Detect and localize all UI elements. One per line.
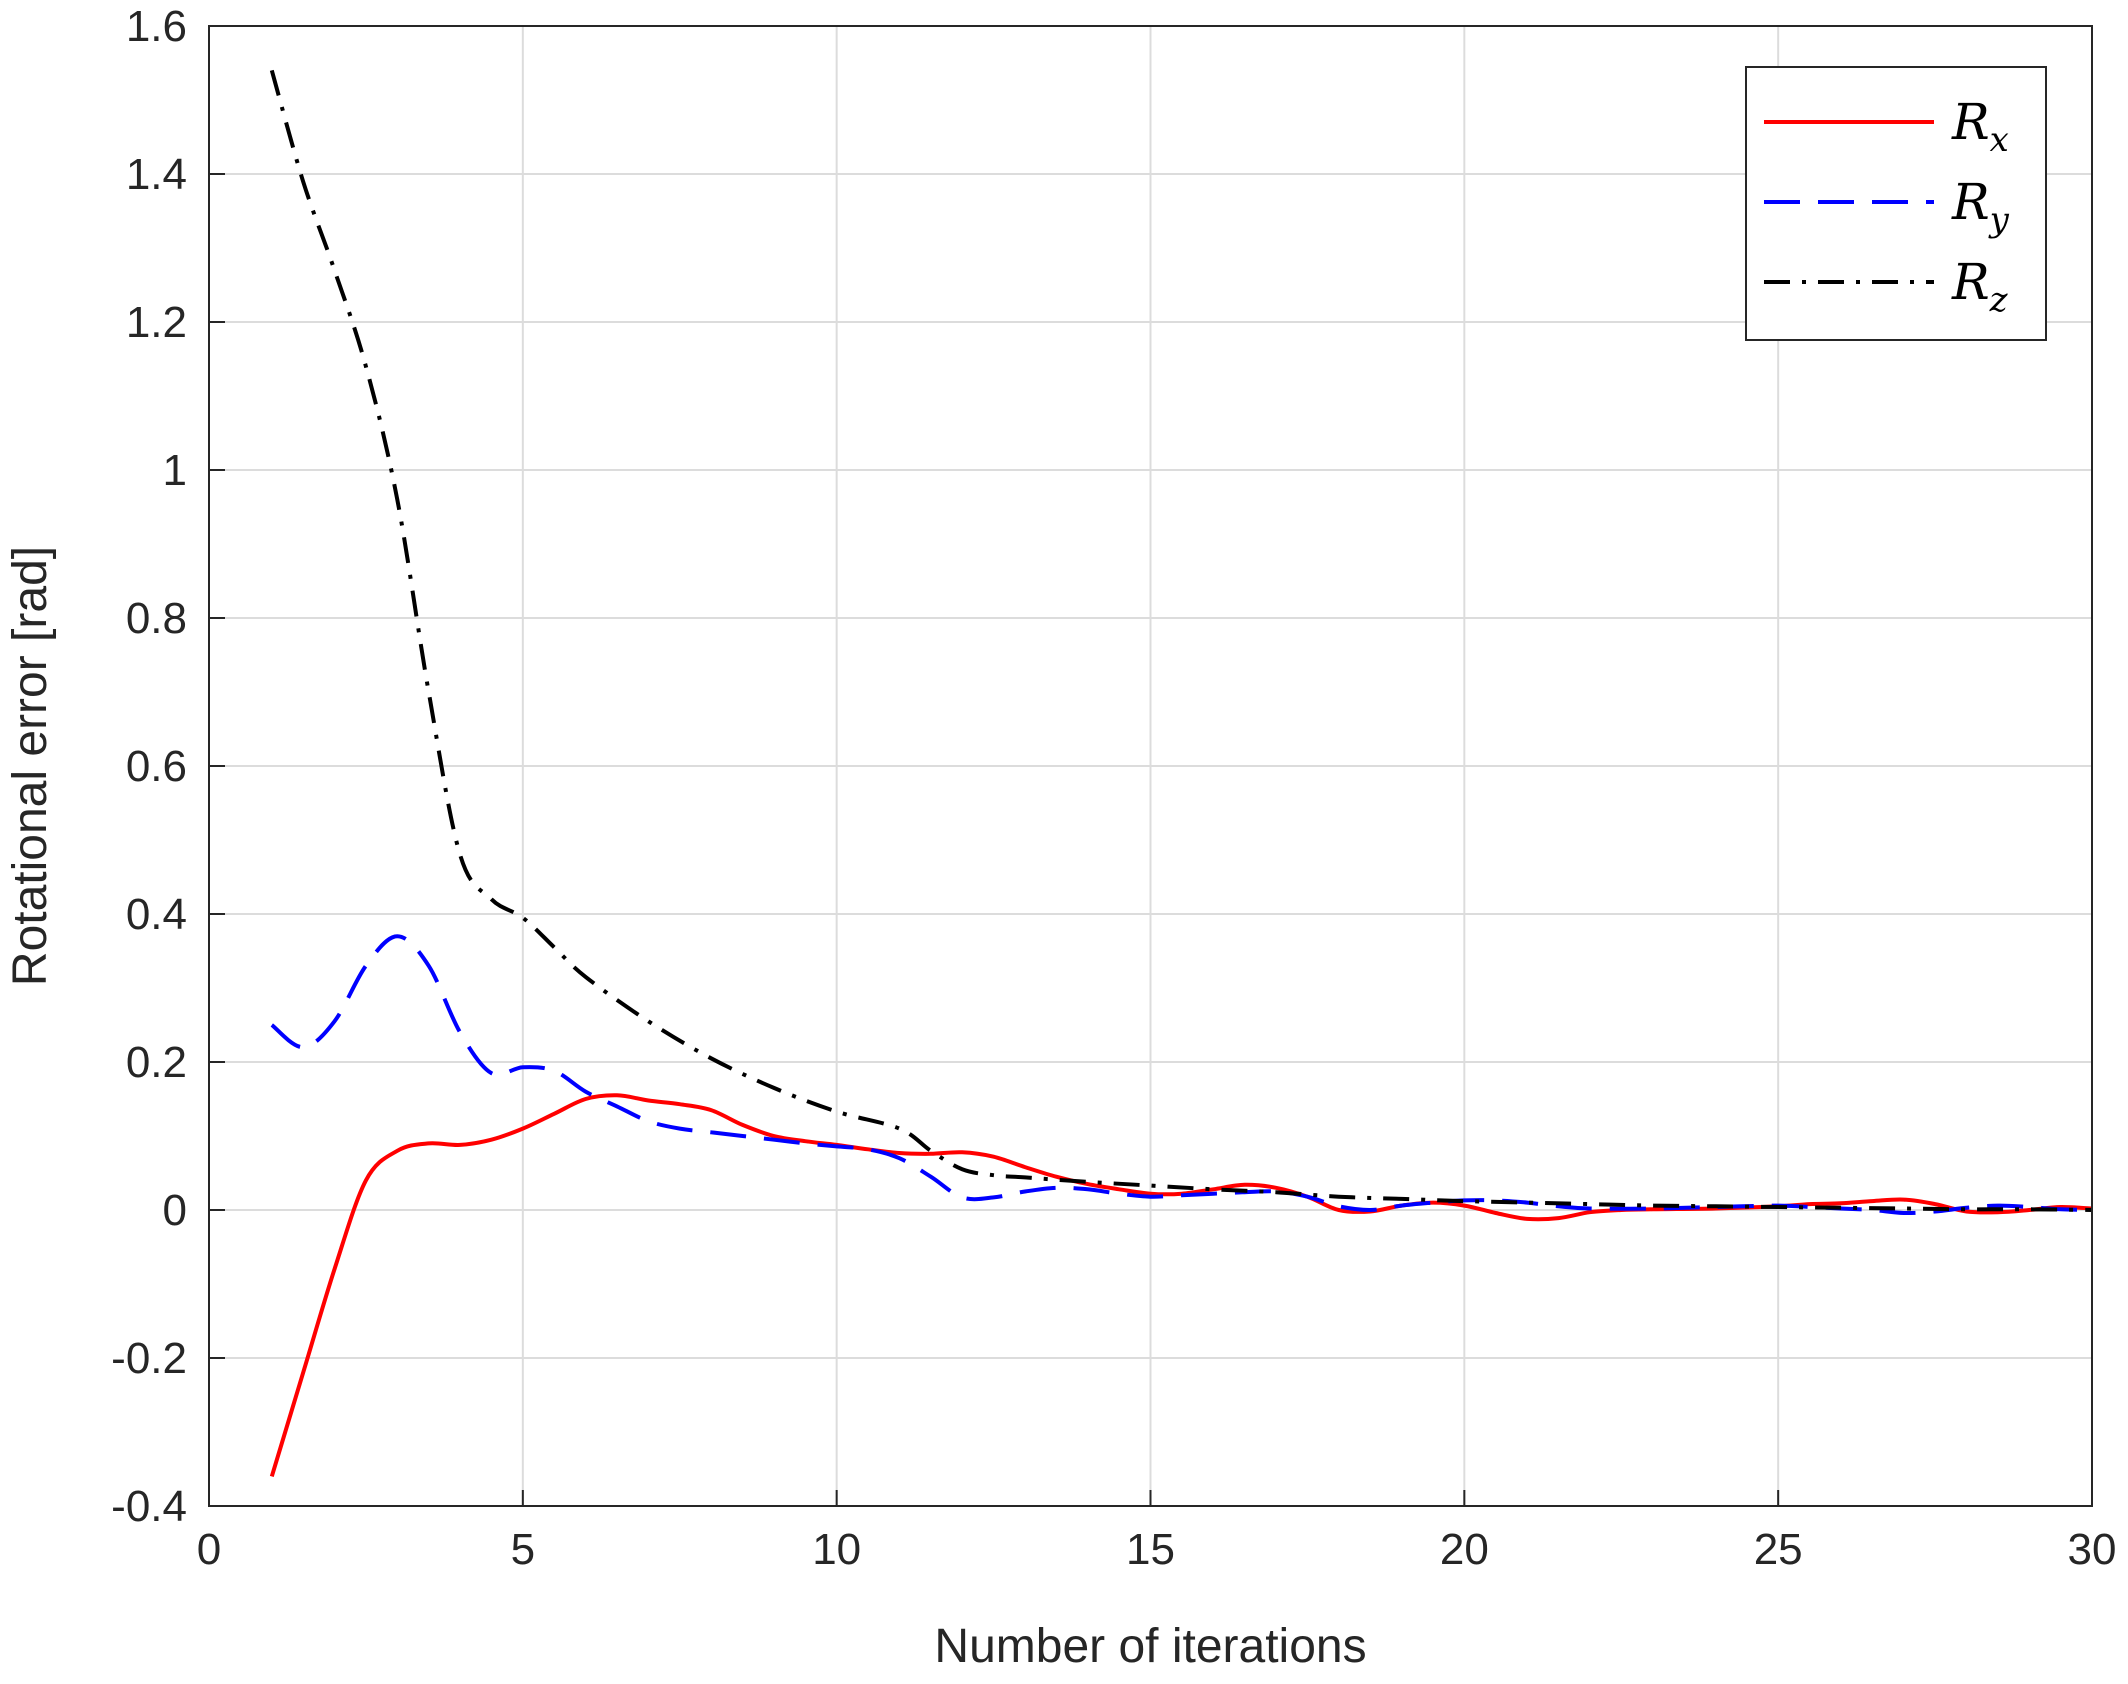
y-axis-ticks: -0.4 -0.2 0 0.2 0.4 0.6 0.8 1 1.2 1.4 1.6 (111, 2, 225, 1531)
x-tick-label: 15 (1126, 1525, 1175, 1574)
legend-label-main: R (1951, 253, 1990, 311)
x-tick-label: 25 (1754, 1525, 1803, 1574)
y-tick-label: -0.2 (111, 1334, 187, 1383)
legend-label-sub: x (1990, 120, 2009, 160)
x-tick-label: 5 (511, 1525, 535, 1574)
x-axis-title: Number of iterations (934, 1620, 1366, 1673)
legend-entry-z: Rz (1951, 253, 2009, 320)
y-tick-label: 1.4 (126, 150, 187, 199)
y-tick-label: 0.8 (126, 594, 187, 643)
y-tick-label: 0.2 (126, 1038, 187, 1087)
legend-label-sub: z (1989, 280, 2009, 320)
y-tick-label: 0 (163, 1186, 187, 1235)
legend-label-main: R (1951, 93, 1990, 151)
legend-label-sub: y (1988, 200, 2010, 240)
y-tick-label: 1 (163, 446, 187, 495)
y-tick-label: -0.4 (111, 1482, 187, 1531)
legend-entry-x: Rx (1951, 93, 2009, 160)
y-tick-label: 1.2 (126, 298, 187, 347)
y-tick-label: 0.6 (126, 742, 187, 791)
legend-label-main: R (1951, 173, 1990, 231)
x-tick-label: 20 (1440, 1525, 1489, 1574)
y-tick-label: 0.4 (126, 890, 187, 939)
x-tick-label: 0 (197, 1525, 221, 1574)
x-tick-label: 30 (2068, 1525, 2117, 1574)
y-axis-title: Rotational error [rad] (4, 546, 57, 986)
series-line-y (270, 934, 2093, 1216)
series-layer (269, 69, 2093, 1477)
legend-entry-y: Ry (1951, 173, 2010, 240)
x-tick-label: 10 (812, 1525, 861, 1574)
x-axis-ticks: 0 5 10 15 20 25 30 (197, 1490, 2117, 1574)
series-line-z (269, 69, 2093, 1212)
y-tick-label: 1.6 (126, 2, 187, 51)
